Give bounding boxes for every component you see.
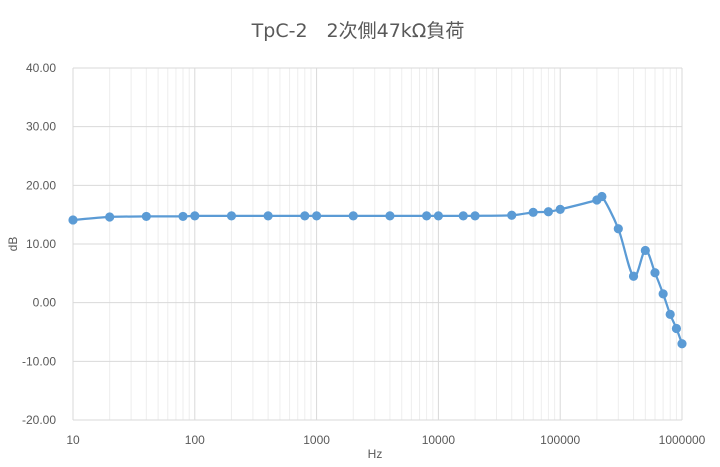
data-point (263, 211, 273, 221)
data-point (658, 289, 668, 299)
data-point (348, 211, 358, 221)
x-tick-label: 10000 (422, 433, 456, 447)
series-path (72, 193, 684, 345)
major-gridlines (73, 67, 683, 421)
data-point (640, 245, 650, 256)
y-tick-label: 20.00 (26, 178, 56, 192)
y-tick-label: -10.00 (22, 354, 56, 368)
data-point (665, 309, 675, 319)
y-axis-tick-labels: -20.00 -10.00 0.00 10.00 20.00 30.00 40.00 (22, 61, 56, 427)
x-axis-tick-labels: 10 100 1000 10000 100000 1000000 (66, 433, 705, 447)
data-point (543, 207, 553, 217)
data-point (105, 212, 115, 222)
data-point (421, 211, 432, 221)
data-points (68, 191, 687, 349)
x-tick-label: 1000000 (659, 433, 706, 447)
data-point (311, 211, 322, 221)
data-point (385, 211, 395, 221)
data-point (613, 224, 623, 234)
y-axis-label: dB (6, 237, 20, 252)
data-point (470, 211, 480, 221)
data-point (671, 323, 682, 334)
y-tick-label: 0.00 (33, 296, 57, 310)
y-tick-label: -20.00 (22, 413, 56, 427)
data-point (190, 211, 200, 221)
x-tick-label: 10 (66, 433, 80, 447)
data-point (528, 207, 538, 217)
x-axis-label: Hz (368, 447, 383, 461)
chart-title: TpC-2 2次側47kΩ負荷 (251, 20, 465, 42)
data-point (433, 211, 443, 221)
y-tick-label: 30.00 (26, 120, 56, 134)
data-point (677, 339, 687, 349)
y-tick-label: 40.00 (26, 61, 56, 75)
data-point (68, 215, 78, 225)
data-point (141, 211, 151, 222)
data-point (650, 268, 660, 278)
series-line (72, 193, 684, 345)
data-point (458, 211, 468, 221)
data-point (507, 210, 517, 220)
data-point (300, 211, 310, 221)
y-tick-label: 10.00 (26, 237, 56, 251)
data-point (555, 204, 565, 214)
data-point (226, 211, 237, 221)
x-tick-label: 1000 (303, 433, 330, 447)
data-point (178, 211, 188, 222)
x-tick-label: 100 (185, 433, 205, 447)
data-point (597, 191, 607, 202)
data-point (628, 271, 639, 281)
x-tick-label: 100000 (540, 433, 580, 447)
